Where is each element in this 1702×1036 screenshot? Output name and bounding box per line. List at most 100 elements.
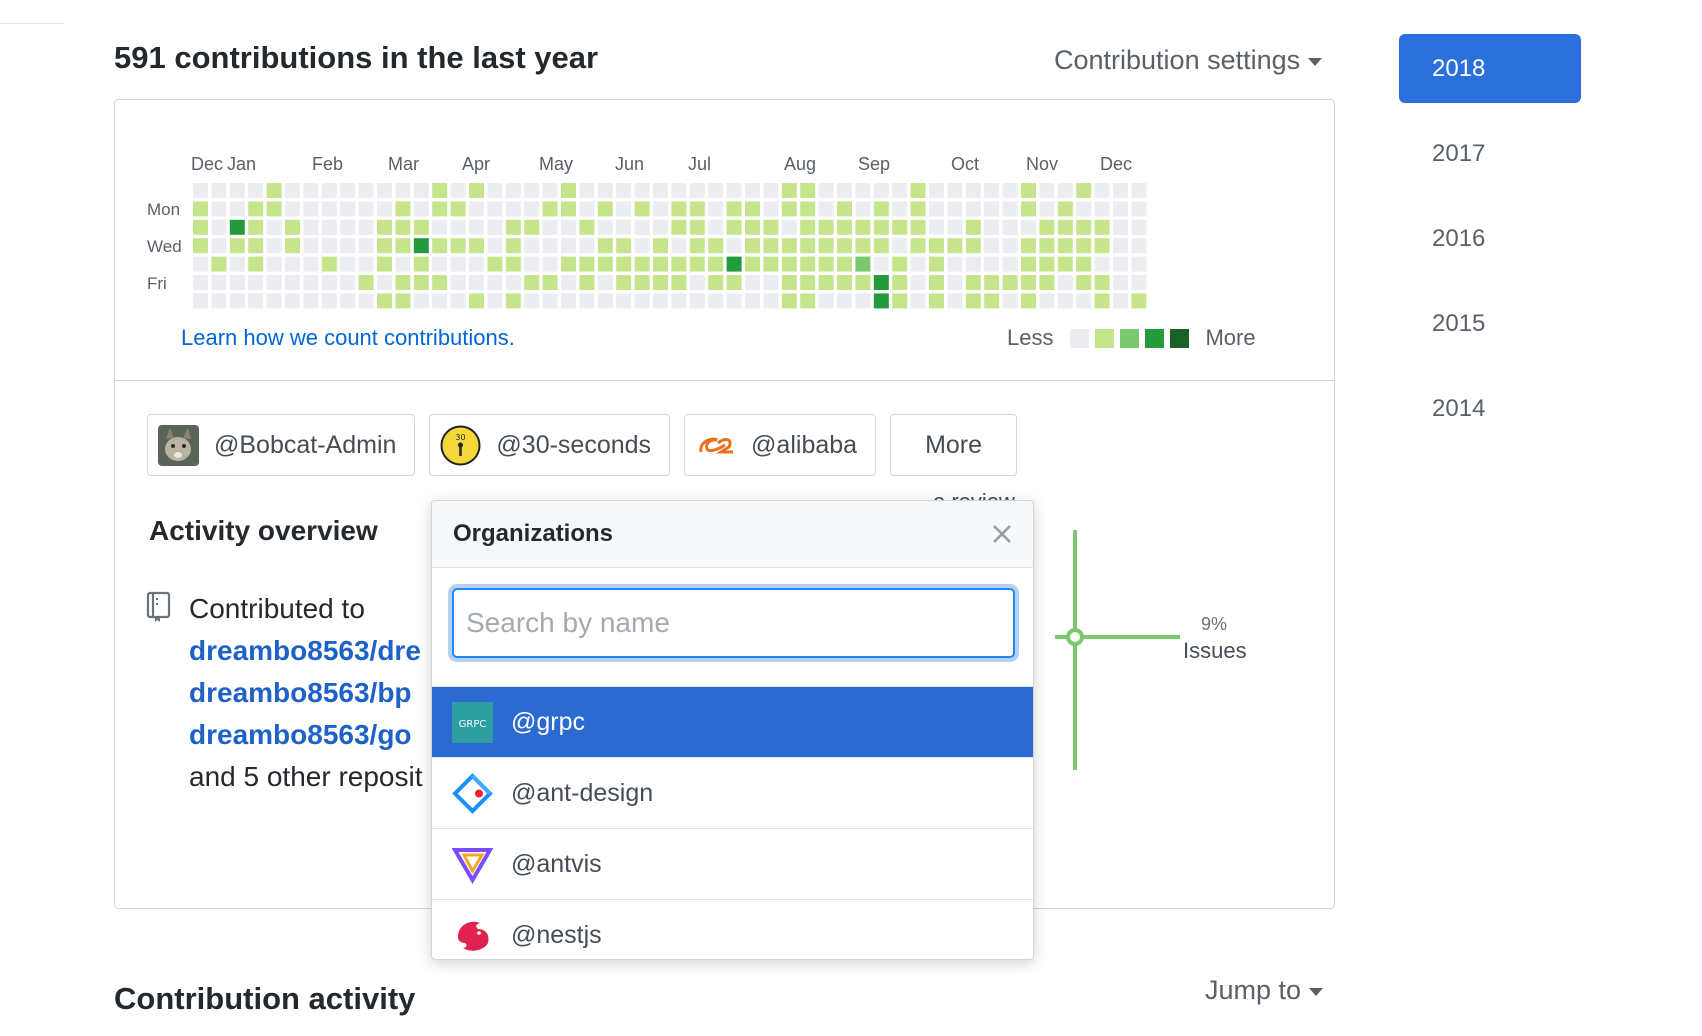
contribution-day-cell[interactable] <box>579 275 595 290</box>
repo-link[interactable]: dreambo8563/dre <box>189 635 421 666</box>
contribution-day-cell[interactable] <box>358 275 374 290</box>
contribution-day-cell[interactable] <box>689 293 705 309</box>
contribution-day-cell[interactable] <box>358 183 374 198</box>
contribution-day-cell[interactable] <box>413 238 429 254</box>
contribution-day-cell[interactable] <box>671 275 687 290</box>
contribution-day-cell[interactable] <box>689 275 705 290</box>
contribution-day-cell[interactable] <box>561 293 576 309</box>
contribution-day-cell[interactable] <box>634 256 650 272</box>
contribution-day-cell[interactable] <box>745 183 760 198</box>
contribution-day-cell[interactable] <box>965 219 981 235</box>
year-link-2015[interactable]: 2015 <box>1432 310 1486 337</box>
contribution-day-cell[interactable] <box>340 201 356 217</box>
contribution-day-cell[interactable] <box>1076 183 1092 198</box>
contribution-day-cell[interactable] <box>487 183 503 198</box>
contribution-day-cell[interactable] <box>947 275 963 290</box>
contribution-day-cell[interactable] <box>616 293 632 309</box>
contribution-day-cell[interactable] <box>450 219 466 235</box>
contribution-day-cell[interactable] <box>1021 275 1036 290</box>
contribution-day-cell[interactable] <box>837 293 852 309</box>
contribution-day-cell[interactable] <box>1057 256 1073 272</box>
contribution-day-cell[interactable] <box>800 183 816 198</box>
org-option-grpc[interactable]: GRPC @grpc <box>432 687 1033 758</box>
contribution-day-cell[interactable] <box>763 183 779 198</box>
contribution-day-cell[interactable] <box>303 293 319 309</box>
contribution-day-cell[interactable] <box>340 219 356 235</box>
contribution-day-cell[interactable] <box>524 238 540 254</box>
contribution-day-cell[interactable] <box>579 219 595 235</box>
contribution-day-cell[interactable] <box>929 275 944 290</box>
contribution-day-cell[interactable] <box>505 238 521 254</box>
contribution-day-cell[interactable] <box>229 201 245 217</box>
contribution-day-cell[interactable] <box>413 219 429 235</box>
contribution-day-cell[interactable] <box>597 256 613 272</box>
contribution-day-cell[interactable] <box>487 219 503 235</box>
contribution-day-cell[interactable] <box>1039 238 1055 254</box>
contribution-day-cell[interactable] <box>487 238 503 254</box>
contribution-day-cell[interactable] <box>211 256 227 272</box>
contribution-day-cell[interactable] <box>763 238 779 254</box>
contribution-day-cell[interactable] <box>947 219 963 235</box>
contribution-day-cell[interactable] <box>634 201 650 217</box>
contribution-day-cell[interactable] <box>248 183 264 198</box>
contribution-day-cell[interactable] <box>377 293 392 309</box>
contribution-day-cell[interactable] <box>892 183 908 198</box>
contribution-day-cell[interactable] <box>1057 183 1073 198</box>
contribution-day-cell[interactable] <box>818 238 834 254</box>
contribution-day-cell[interactable] <box>303 219 319 235</box>
contribution-day-cell[interactable] <box>561 219 576 235</box>
contribution-day-cell[interactable] <box>1021 238 1036 254</box>
contribution-day-cell[interactable] <box>781 293 797 309</box>
contribution-day-cell[interactable] <box>1131 293 1147 309</box>
contribution-day-cell[interactable] <box>193 238 208 254</box>
contribution-day-cell[interactable] <box>781 256 797 272</box>
year-link-2014[interactable]: 2014 <box>1432 395 1486 422</box>
contribution-day-cell[interactable] <box>855 219 871 235</box>
contribution-day-cell[interactable] <box>726 238 742 254</box>
contribution-day-cell[interactable] <box>597 275 613 290</box>
contribution-day-cell[interactable] <box>689 256 705 272</box>
contribution-day-cell[interactable] <box>321 238 337 254</box>
contribution-day-cell[interactable] <box>285 293 300 309</box>
contribution-day-cell[interactable] <box>726 275 742 290</box>
contribution-day-cell[interactable] <box>1113 275 1128 290</box>
contribution-settings-dropdown[interactable]: Contribution settings <box>1054 45 1323 76</box>
contribution-day-cell[interactable] <box>524 256 540 272</box>
contribution-day-cell[interactable] <box>524 201 540 217</box>
contribution-day-cell[interactable] <box>671 238 687 254</box>
contribution-day-cell[interactable] <box>561 201 576 217</box>
contribution-day-cell[interactable] <box>450 183 466 198</box>
contribution-day-cell[interactable] <box>653 238 668 254</box>
contribution-day-cell[interactable] <box>1113 219 1128 235</box>
contribution-day-cell[interactable] <box>542 219 558 235</box>
contribution-day-cell[interactable] <box>340 293 356 309</box>
contribution-day-cell[interactable] <box>1002 238 1018 254</box>
contribution-day-cell[interactable] <box>653 201 668 217</box>
contribution-day-cell[interactable] <box>616 201 632 217</box>
contribution-day-cell[interactable] <box>229 183 245 198</box>
contribution-day-cell[interactable] <box>929 256 944 272</box>
contribution-day-cell[interactable] <box>984 201 1000 217</box>
contribution-day-cell[interactable] <box>745 219 760 235</box>
contribution-day-cell[interactable] <box>266 201 282 217</box>
contribution-day-cell[interactable] <box>929 293 944 309</box>
contribution-day-cell[interactable] <box>211 238 227 254</box>
year-link-2017[interactable]: 2017 <box>1432 140 1486 167</box>
contribution-day-cell[interactable] <box>248 238 264 254</box>
contribution-day-cell[interactable] <box>561 183 576 198</box>
contribution-day-cell[interactable] <box>469 238 484 254</box>
contribution-day-cell[interactable] <box>965 183 981 198</box>
contribution-day-cell[interactable] <box>634 219 650 235</box>
contribution-day-cell[interactable] <box>984 219 1000 235</box>
org-option-ant-design[interactable]: @ant-design <box>432 758 1033 829</box>
contribution-day-cell[interactable] <box>248 275 264 290</box>
contribution-day-cell[interactable] <box>321 256 337 272</box>
contribution-day-cell[interactable] <box>321 219 337 235</box>
contribution-day-cell[interactable] <box>781 201 797 217</box>
contribution-day-cell[interactable] <box>855 201 871 217</box>
contribution-day-cell[interactable] <box>800 256 816 272</box>
contribution-day-cell[interactable] <box>984 293 1000 309</box>
contribution-day-cell[interactable] <box>597 219 613 235</box>
contribution-day-cell[interactable] <box>965 275 981 290</box>
contribution-day-cell[interactable] <box>818 183 834 198</box>
